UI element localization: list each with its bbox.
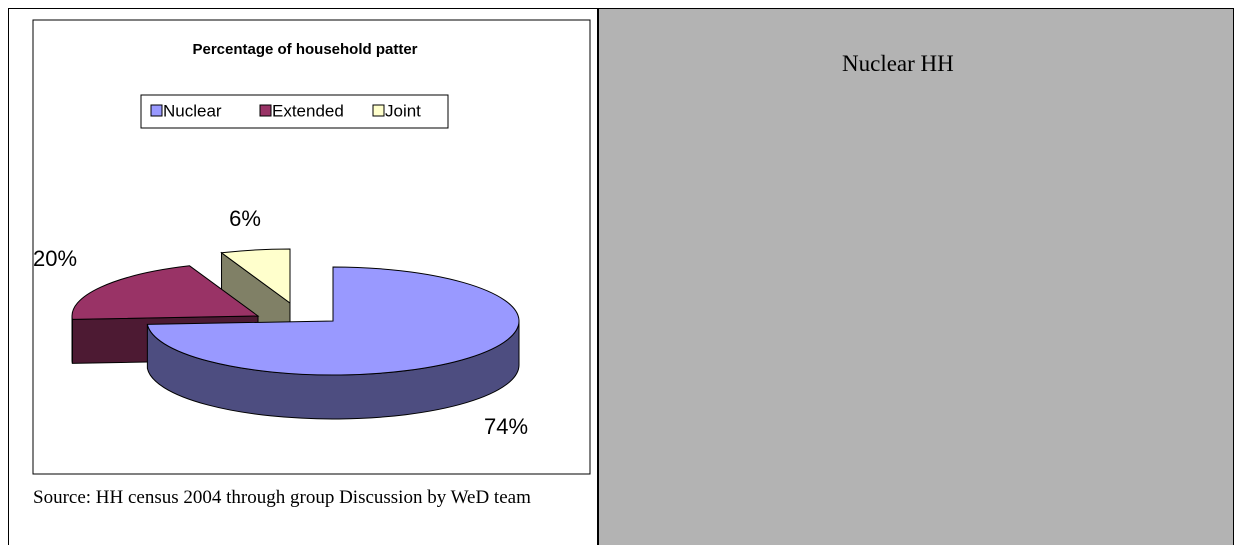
- data-label: 20%: [33, 246, 77, 271]
- side-text: Nuclear HH: [842, 51, 954, 76]
- slice: [146, 266, 520, 376]
- data-label: 6%: [229, 206, 261, 231]
- legend-label: Nuclear: [163, 101, 222, 120]
- legend-swatch: [259, 104, 272, 117]
- legend-swatch: [150, 104, 163, 117]
- right-cell: Nuclear HH: [599, 9, 1233, 545]
- slice: [71, 265, 260, 320]
- legend-label: Joint: [385, 101, 421, 120]
- chart: Percentage of household patter 74% 20% 6% N…: [32, 19, 591, 475]
- cell-divider: [597, 8, 599, 545]
- chart-title: Percentage of household patter: [192, 41, 417, 58]
- slice: [220, 248, 291, 304]
- legend-box: [140, 94, 449, 129]
- data-label: 74%: [484, 414, 528, 439]
- table-frame: [8, 8, 1234, 545]
- legend-label: Extended: [272, 101, 344, 120]
- source-note: Source: HH census 2004 through group Dis…: [33, 487, 531, 508]
- legend-swatch: [372, 104, 385, 117]
